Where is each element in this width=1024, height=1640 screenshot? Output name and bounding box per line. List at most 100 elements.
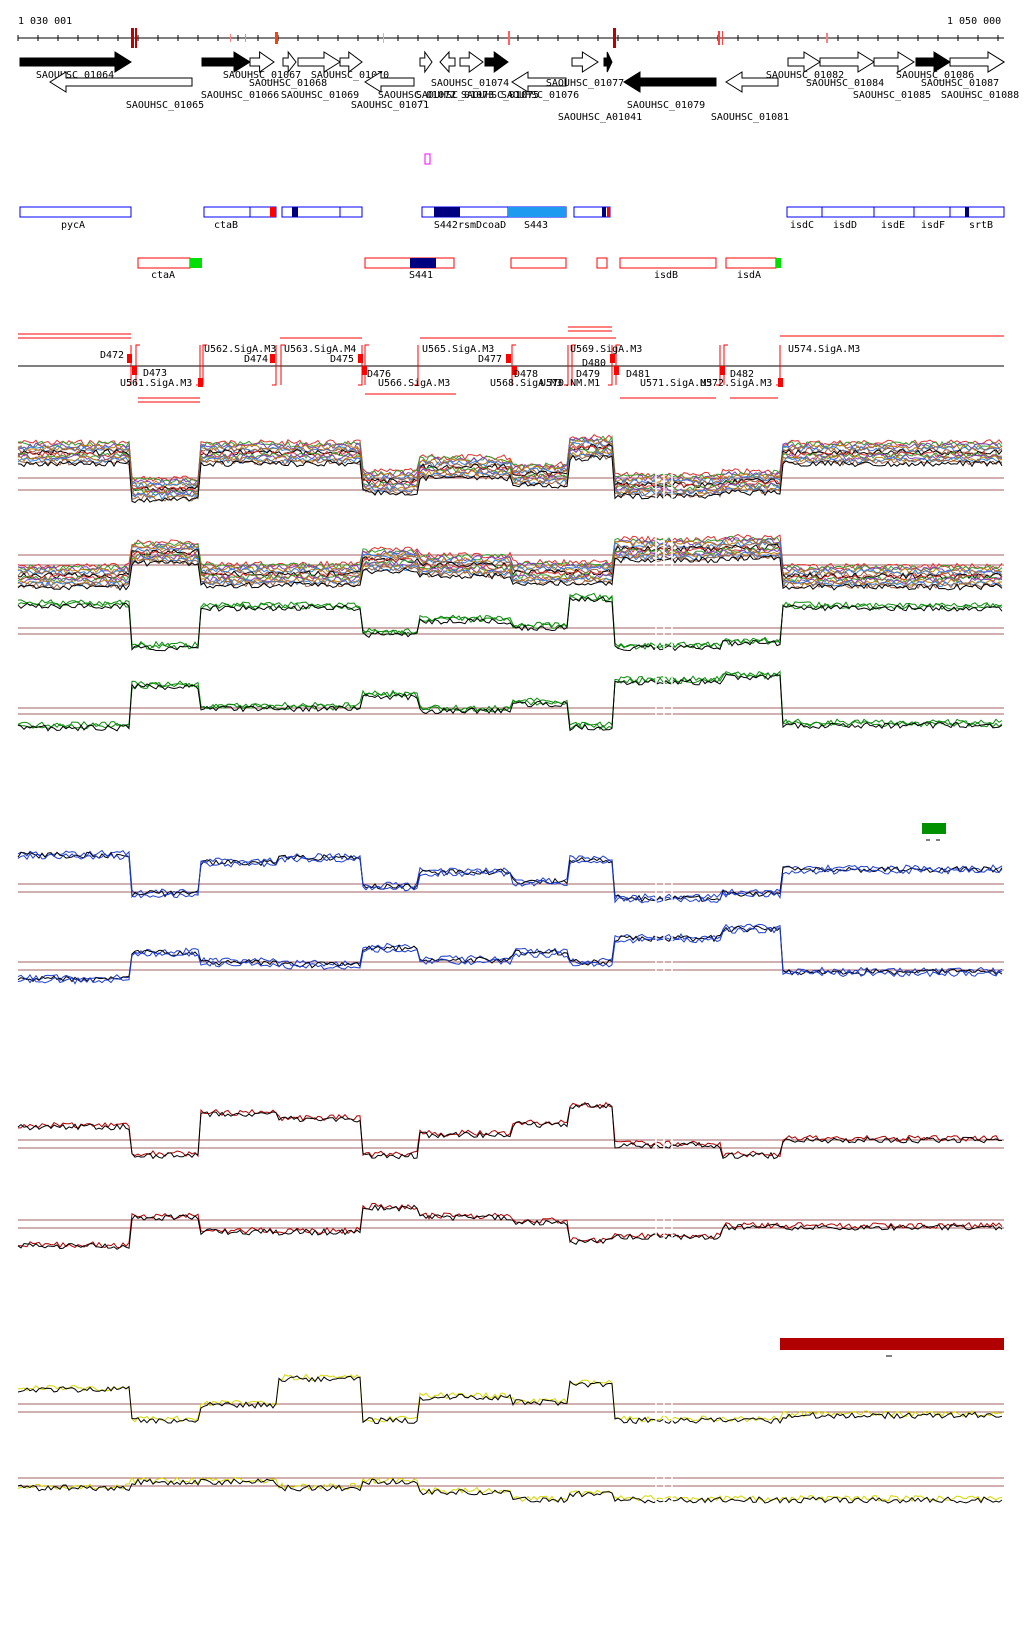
annotation-label: pycA: [61, 220, 85, 231]
gene-arrow: [49, 71, 193, 93]
segment-step: [571, 344, 576, 385]
gene-label: SAOUHSC_01067: [223, 70, 301, 81]
gene-arrow: [915, 51, 951, 73]
segment-label: U571.SigA.M3: [640, 378, 712, 389]
annotation-label: srtB: [969, 220, 993, 231]
gene-label: SAOUHSC_A01041: [558, 112, 642, 123]
expression-trace: [17, 1102, 1003, 1160]
segment-label: D481: [626, 369, 650, 380]
segment-label: D477: [478, 354, 502, 365]
expression-trace: [17, 454, 1003, 504]
gene-arrow: [623, 71, 717, 93]
annotation-box: [596, 257, 608, 269]
segment-step: [414, 345, 419, 386]
annotation-box: [510, 257, 567, 269]
expression-trace: [17, 535, 1003, 572]
segment-label: D475: [330, 354, 354, 365]
annotation-label: isdE: [881, 220, 905, 231]
annotation-box: [203, 206, 251, 218]
gene-label: SAOUHSC_01088: [941, 90, 1019, 101]
ruler-variant-mark: [275, 32, 278, 44]
gene-label: SAOUHSC_01066: [201, 90, 279, 101]
annotation-feature: [965, 207, 969, 217]
expression-trace: [17, 671, 1003, 731]
annotation-feature: [434, 207, 460, 217]
ruler-variant-mark: [722, 31, 723, 45]
gene-label: SAOUHSC_01069: [281, 90, 359, 101]
gene-label: SAOUHSC_01076: [501, 90, 579, 101]
annotation-track-bottom: ctaA S441 isdB isdA: [137, 257, 781, 281]
annotation-box: [455, 206, 509, 218]
annotation-track-top: pycA ctaB S442rsmDcoaD S443 isdC isdD isdE isdF…: [19, 206, 1005, 231]
segment-step: [280, 344, 285, 385]
ruler-variant-mark: [135, 28, 137, 48]
segment-label: U566.SigA.M3: [378, 378, 450, 389]
annotation-box: [619, 257, 717, 269]
expression-trace: [17, 596, 1003, 652]
expression-trace: [17, 541, 1003, 579]
expression-trace: [17, 537, 1003, 574]
gene-label: SAOUHSC_01074: [431, 78, 509, 89]
segment-marker: [362, 366, 367, 375]
annotation-box: [281, 206, 341, 218]
segment-marker: [720, 366, 725, 375]
expression-trace: [17, 923, 1003, 982]
expression-trace: [17, 438, 1003, 487]
segment-label: U565.SigA.M3: [422, 344, 494, 355]
ruler-variant-mark: [230, 34, 231, 42]
gene-arrow: [339, 50, 363, 74]
annotation-box: [873, 206, 915, 218]
gene-label: SAOUHSC_01082: [766, 70, 844, 81]
segment-label: U572.SigA.M3: [700, 378, 772, 389]
gene-label: SAOUHSC_01087: [921, 78, 999, 89]
segment-step: [272, 345, 277, 386]
segment-marker: [506, 354, 511, 363]
gene-arrow: [603, 51, 613, 73]
gene-arrow: [439, 50, 456, 74]
annotation-label: S442rsmDcoaD: [434, 220, 506, 231]
gene-arrow: [419, 50, 433, 74]
gene-arrow: [484, 51, 509, 73]
segment-label: U569.SigA.M3: [570, 344, 642, 355]
annotation-box: [913, 206, 951, 218]
gene-label: SAOUHSC_01068: [249, 78, 327, 89]
annotation-box: [364, 257, 455, 269]
annotation-box: [725, 257, 777, 269]
annotation-feature: [602, 207, 606, 217]
expression-trace: [17, 434, 1003, 483]
ruler-variant-marks: [131, 28, 828, 48]
annotation-feature: [410, 258, 436, 268]
gene-label: SAOUHSC_01070: [311, 70, 389, 81]
expression-trace: [17, 552, 1003, 590]
gene-arrow: [19, 51, 132, 73]
expression-trace-tracks: [17, 432, 1004, 1528]
ruler-variant-mark: [613, 28, 616, 48]
ruler-ticks: [17, 35, 999, 41]
gene-label: SAOUHSC_01072: [378, 90, 456, 101]
segment-label: D478: [514, 369, 538, 380]
gene-arrow: [459, 51, 484, 73]
gene-arrow: [249, 51, 275, 73]
expression-trace: [17, 852, 1003, 904]
annotation-label: isdC: [790, 220, 814, 231]
ruler-variant-mark: [131, 28, 134, 48]
expression-trace: [17, 533, 1003, 571]
annotation-box: [339, 206, 363, 218]
segment-step: [358, 345, 363, 386]
annotation-box: [786, 206, 823, 218]
annotation-feature: [508, 207, 566, 217]
expression-trace: [17, 851, 1003, 903]
segment-marker: [512, 366, 517, 375]
segment-marker: [270, 354, 275, 363]
expression-trace: [17, 1476, 1003, 1503]
gene-arrow: [787, 51, 821, 73]
expression-trace: [17, 670, 1003, 729]
expression-trace: [17, 1375, 1003, 1425]
expression-trace: [17, 440, 1003, 490]
annotation-label: isdA: [737, 270, 761, 281]
annotation-feature: [607, 207, 610, 217]
gene-label: SAOUHSC_01084: [806, 78, 884, 89]
annotation-label: isdB: [654, 270, 678, 281]
gene-label: SAOUHSC_01064: [36, 70, 114, 81]
gene-label: SAOUHSC_01077: [546, 78, 624, 89]
